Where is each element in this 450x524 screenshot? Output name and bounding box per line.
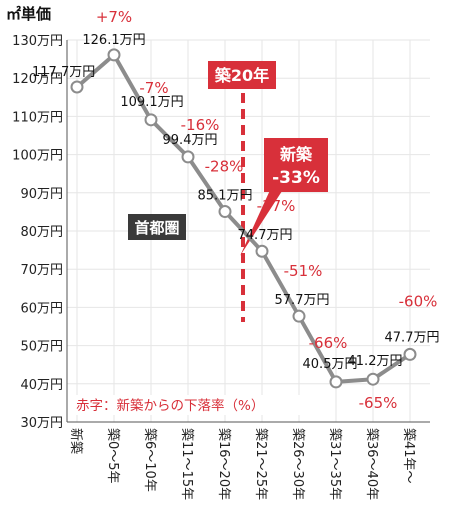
axes [66,40,430,423]
x-tick-label: 築21～25年 [253,428,268,500]
data-point [107,48,121,62]
y-tick-label: 110万円 [12,110,63,125]
x-tick-label: 築36～40年 [364,428,379,500]
y-tick-label: 60万円 [20,301,63,316]
x-tick-labels: 新築 築0～5年 築6～10年 築11～15年 築16～20年 築21～25年 築26～30… [68,428,416,500]
y-tick-label: 40万円 [20,378,63,393]
note-bg [72,395,304,415]
value-label: 74.7万円 [238,228,293,243]
x-tick-label: 築11～15年 [179,428,194,500]
data-points [70,48,417,389]
y-tick-label: 120万円 [12,72,63,87]
data-point [144,113,158,127]
data-point [181,150,195,164]
y-tick-label: 30万円 [20,416,63,431]
value-labels: 117.7万円 126.1万円 109.1万円 99.4万円 85.1万円 74.7万円 5… [32,33,439,372]
value-label: 99.4万円 [163,133,218,148]
x-tick-label: 築16～20年 [216,428,231,500]
region-label: 首都圏 [134,219,179,237]
new-build-callout-box [264,138,328,192]
data-point [366,372,380,386]
change-label: -37% [257,197,296,215]
value-label: 126.1万円 [82,33,145,48]
change-label: +7% [96,8,132,26]
change-label: -16% [181,116,220,134]
value-label: 57.7万円 [275,293,330,308]
change-label: -60% [399,292,438,310]
value-label: 109.1万円 [120,95,183,110]
data-point [292,309,306,323]
x-tick-label: 新築 [68,428,84,454]
data-point [218,205,232,219]
y-tick-label: 130万円 [12,34,63,49]
value-label: 85.1万円 [198,189,253,204]
y-tick-label: 50万円 [20,340,63,355]
x-tick-label: 築26～30年 [290,428,305,500]
x-tick-label: 築0～5年 [105,428,120,484]
chart-title: ㎡単価 [6,5,51,23]
y-tick-label: 80万円 [20,225,63,240]
y-tick-label: 70万円 [20,263,63,278]
region-box [128,214,186,240]
age-marker-label: 築20年 [214,66,269,85]
change-label: -51% [284,262,323,280]
value-label: 117.7万円 [32,65,95,80]
y-tick-label: 90万円 [20,187,63,202]
x-tick-label: 築31～35年 [327,428,342,500]
data-point [329,375,343,389]
data-point [403,347,417,361]
value-label: 41.2万円 [348,354,403,369]
change-labels: +7% -7% -16% -28% -37% -51% -66% -65% -60% [96,8,438,412]
x-tick-label: 築6～10年 [142,428,157,492]
change-label: -28% [205,158,244,176]
data-point [70,80,84,94]
series-polyline [75,52,412,384]
x-tick-label: 築41年～ [401,428,416,484]
y-tick-labels: 30万円 40万円 50万円 60万円 70万円 80万円 90万円 100万円 110万円 12… [12,34,63,431]
change-label: -65% [359,394,398,412]
series-line [75,52,412,384]
new-build-callout-pct: -33% [272,168,320,188]
age-marker-box [208,61,276,89]
change-label: -66% [309,334,348,352]
value-label: 47.7万円 [385,330,440,345]
new-build-callout-label: 新築 [280,145,313,164]
data-point [255,244,269,258]
change-label: -7% [139,79,168,97]
y-tick-label: 100万円 [12,149,63,164]
note-text: 赤字：新築からの下落率（%） [76,397,264,414]
value-label: 40.5万円 [303,357,358,372]
